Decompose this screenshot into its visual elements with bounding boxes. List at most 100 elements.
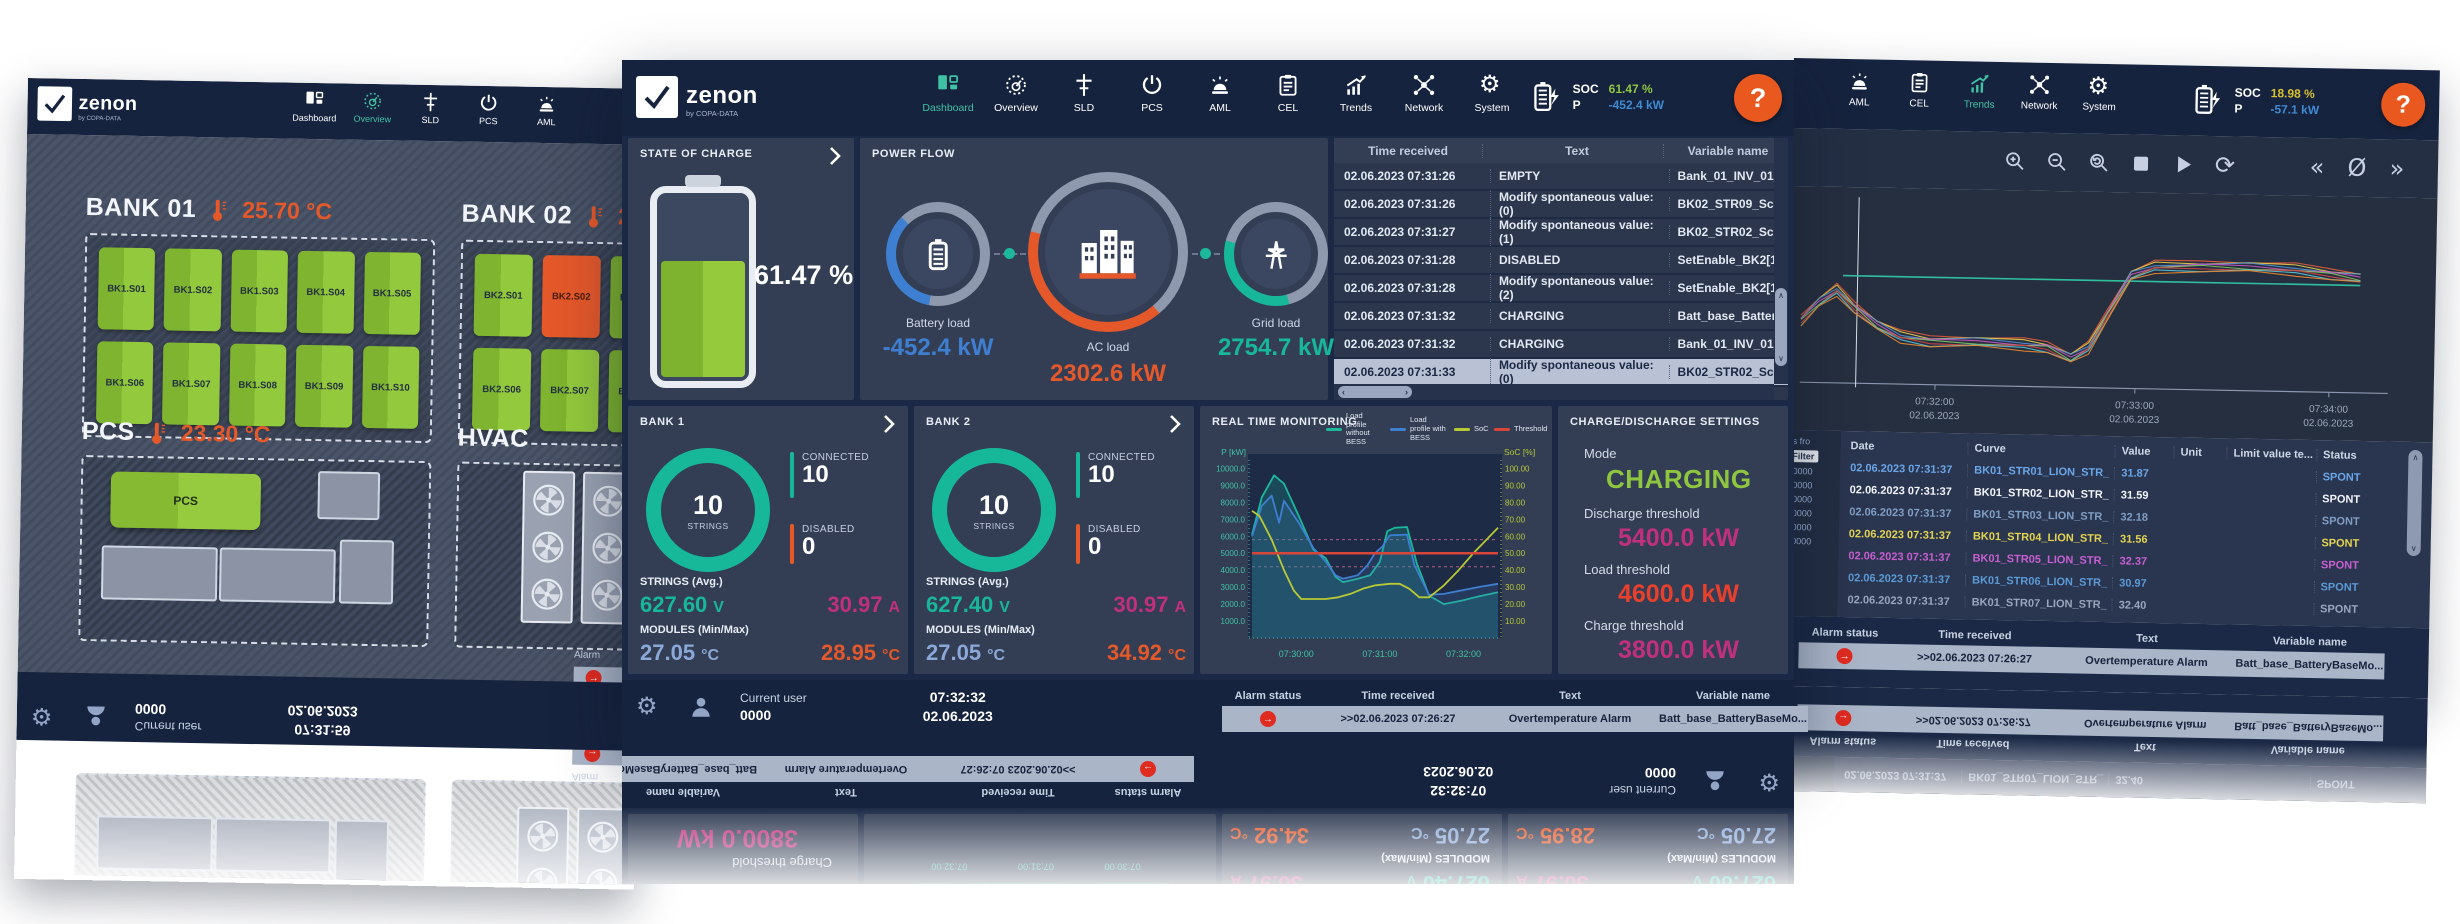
string-cell-alert[interactable]: BK2.S02	[541, 255, 601, 339]
fan-icon	[589, 577, 626, 614]
page-previous-icon[interactable]: «	[2309, 152, 2325, 182]
nav-network[interactable]: Network	[2009, 72, 2070, 112]
stop-icon[interactable]	[2128, 150, 2154, 176]
help-button[interactable]: ?	[1734, 74, 1782, 122]
alarm-row[interactable]: → >>02.06.2023 07:26:27 Overtemperature …	[1222, 706, 1808, 732]
bank01-title: BANK 01 25.70 °C	[85, 193, 333, 225]
system-gear-icon: ⚙	[2087, 71, 2110, 101]
vertical-scrollbar[interactable]: ∧ ∨	[1774, 138, 1788, 384]
battery-load-label: Battery load	[905, 316, 971, 330]
event-row[interactable]: 02.06.2023 07:31:28 Modify spontaneous va…	[1334, 274, 1788, 303]
thermometer-icon	[206, 197, 232, 223]
hide-curves-icon[interactable]: Ø	[2347, 153, 2367, 183]
module-temp-min: 27.05	[640, 640, 696, 665]
horizontal-scrollbar[interactable]: ‹ ›	[1334, 384, 1774, 400]
svg-text:3000.0: 3000.0	[1221, 583, 1246, 592]
svg-text:2000.0: 2000.0	[1221, 600, 1246, 609]
event-row-selected[interactable]: 02.06.2023 07:31:33 Modify spontaneous va…	[1334, 358, 1788, 387]
chevron-right-icon[interactable]	[822, 144, 846, 168]
module-temp-max: 34.92	[1106, 640, 1163, 665]
string-cell[interactable]: BK1.S05	[363, 251, 422, 335]
gear-icon[interactable]: ⚙	[30, 682, 53, 711]
nav-dashboard[interactable]: Dashboard	[914, 72, 982, 114]
nav-system[interactable]: ⚙ System	[1474, 70, 1510, 114]
svg-text:07:32:00: 07:32:00	[1446, 649, 1481, 659]
nav-pcs[interactable]: PCS	[459, 92, 518, 127]
nav-trends[interactable]: Trends	[1949, 71, 2010, 111]
trend-chart-panel[interactable]: 07:32:00 02.06.2023 07:33:00 02.06.2023 07:3…	[1786, 185, 2438, 443]
right-nav: AML CEL Trends Network ⚙ System	[1829, 69, 2130, 114]
nav-cel[interactable]: CEL	[1889, 70, 1950, 110]
clock-time: 07:32:32	[929, 689, 986, 705]
nav-system[interactable]: ⚙ System	[2082, 71, 2116, 114]
grid-load-value: 2754.7 kW	[1217, 334, 1335, 361]
table-scrollbar[interactable]: ∧ ∨	[2406, 449, 2423, 557]
nav-aml[interactable]: AML	[1829, 69, 1890, 109]
nav-network[interactable]: Network	[1390, 72, 1458, 114]
nav-aml[interactable]: AML	[1186, 72, 1254, 114]
help-button[interactable]: ?	[2380, 82, 2426, 128]
legend-item: SoC	[1454, 412, 1489, 447]
thermometer-icon	[582, 203, 608, 229]
sld-icon	[419, 91, 441, 113]
gear-icon[interactable]: ⚙	[636, 691, 658, 720]
nav-overview[interactable]: Overview	[343, 90, 402, 125]
zoom-in-icon[interactable]	[2002, 148, 2028, 174]
event-row[interactable]: 02.06.2023 07:31:26 Modify spontaneous va…	[1334, 190, 1788, 219]
string-cell[interactable]: BK1.S03	[230, 249, 289, 333]
string-cell[interactable]: BK1.S10	[361, 345, 420, 429]
charge-discharge-settings-card: CHARGE/DISCHARGE SETTINGS Mode CHARGING …	[1558, 406, 1788, 674]
center-reflection: zenon by COPA-DATA Dashboard Overview SL…	[622, 744, 1794, 884]
event-row[interactable]: 02.06.2023 07:31:27 Modify spontaneous va…	[1334, 218, 1788, 247]
nav-cel[interactable]: CEL	[1254, 72, 1322, 114]
battery-status: SOC 61.47 % P -452.4 kW	[1529, 79, 1664, 115]
avg-current: 30.97	[827, 592, 883, 617]
cel-icon	[1275, 72, 1301, 98]
string-cell[interactable]: BK1.S09	[295, 344, 353, 428]
legend-item: Load profile without BESS	[1326, 411, 1384, 447]
string-cell[interactable]: BK1.S04	[296, 250, 355, 334]
nav-dashboard[interactable]: Dashboard	[285, 89, 344, 124]
event-row[interactable]: 02.06.2023 07:31:32 CHARGING Batt_base_Bat…	[1334, 303, 1788, 331]
nav-aml[interactable]: AML	[517, 93, 576, 128]
string-cell[interactable]: BK1.S08	[228, 343, 287, 427]
event-row[interactable]: 02.06.2023 07:31:32 CHARGING Bank_01_INV_0…	[1334, 331, 1788, 359]
string-cell[interactable]: BK2.S07	[539, 349, 600, 433]
pcs-gray-block	[218, 547, 336, 604]
string-cell[interactable]: BK2.S06	[471, 347, 532, 431]
main-nav: Dashboard Overview SLD PCS AML CEL Trend…	[914, 72, 1526, 114]
chevron-right-icon[interactable]	[1162, 412, 1186, 436]
plant-overview: BANK 01 25.70 °C BK1.S01 BK1.S02 BK1.S03…	[16, 133, 648, 745]
page-next-icon[interactable]: »	[2389, 154, 2405, 183]
refresh-icon[interactable]: ⟳	[2214, 151, 2236, 180]
pcs-container: PCS	[78, 454, 432, 648]
nav-pcs[interactable]: PCS	[1118, 72, 1186, 114]
svg-text:60.00: 60.00	[1505, 532, 1526, 541]
clock-time: 07:31:59	[294, 683, 352, 701]
nav-sld[interactable]: SLD	[1050, 72, 1118, 114]
string-cell[interactable]: BK2.S01	[473, 253, 533, 337]
nav-trends[interactable]: Trends	[1322, 72, 1390, 114]
string-cell[interactable]: BK1.S01	[97, 247, 156, 331]
event-row[interactable]: 02.06.2023 07:31:26 EMPTY Bank_01_INV_01_S…	[1334, 163, 1788, 191]
string-cell[interactable]: BK1.S02	[164, 248, 222, 332]
zoom-out-icon[interactable]	[2044, 149, 2070, 175]
pcs-unit[interactable]: PCS	[110, 471, 262, 531]
chevron-right-icon[interactable]	[876, 412, 900, 436]
rtm-chart[interactable]: P [kW] SoC [%] 1000.0 2000.0 3000.0 4000.0 500…	[1206, 444, 1546, 668]
card-title: REAL TIME MONITORING	[1212, 416, 1358, 428]
string-cell[interactable]: BK1.S07	[162, 342, 221, 426]
event-row[interactable]: 02.06.2023 07:31:28 DISABLED SetEnable_BK2…	[1334, 247, 1788, 275]
zoom-reset-icon[interactable]	[2086, 150, 2112, 176]
user-icon[interactable]	[688, 694, 714, 720]
zenon-check-icon	[636, 76, 678, 118]
connected-stat: CONNECTED 10	[790, 452, 869, 498]
nav-sld[interactable]: SLD	[401, 91, 460, 126]
aml-icon	[1847, 69, 1871, 93]
string-cell[interactable]: BK1.S06	[95, 341, 154, 425]
user-icon[interactable]	[83, 685, 109, 711]
battery-load-value: -452.4 kW	[882, 334, 994, 361]
nav-overview[interactable]: Overview	[982, 72, 1050, 114]
load-threshold-value: 4600.0 kW	[1618, 580, 1739, 608]
play-icon[interactable]	[2170, 151, 2196, 177]
